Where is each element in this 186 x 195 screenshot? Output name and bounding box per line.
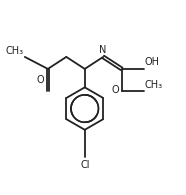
- Text: CH₃: CH₃: [145, 80, 163, 90]
- Text: N: N: [99, 45, 106, 55]
- Text: CH₃: CH₃: [6, 46, 24, 56]
- Text: O: O: [112, 85, 120, 95]
- Text: OH: OH: [145, 57, 160, 67]
- Text: O: O: [36, 75, 44, 85]
- Text: Cl: Cl: [80, 160, 89, 170]
